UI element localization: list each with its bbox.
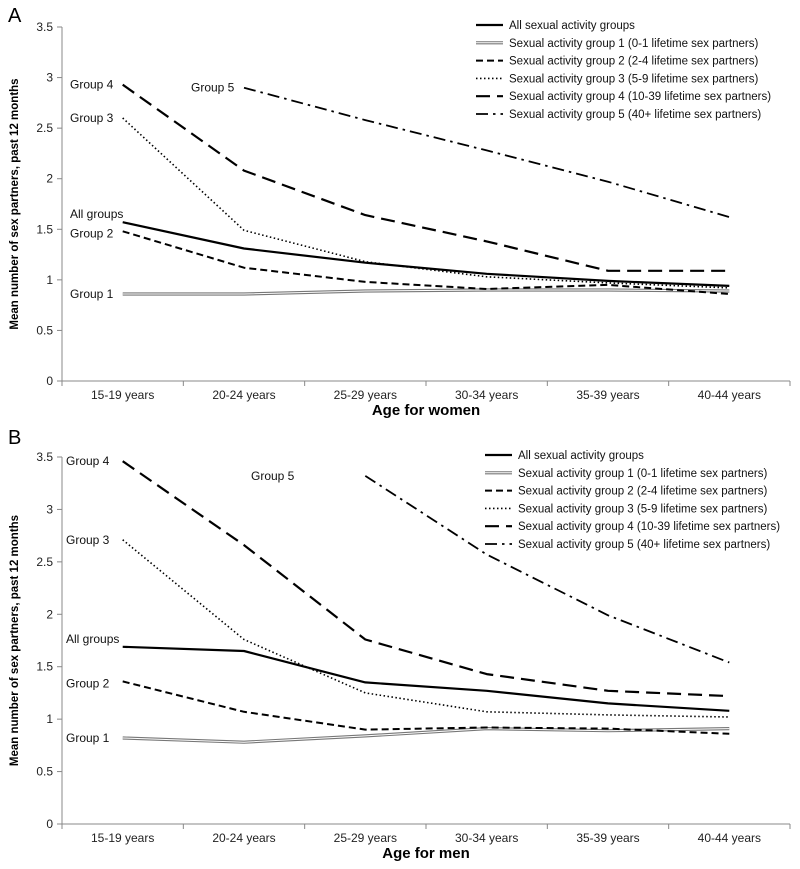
annotation-group: Group 1	[70, 287, 114, 301]
series-line-4	[122, 83, 730, 272]
y-tick-label: 0.5	[36, 323, 53, 337]
x-tick-label: 35-39 years	[576, 388, 639, 402]
x-tick-label: 25-29 years	[334, 388, 397, 402]
annotation-group: Group 4	[70, 78, 114, 92]
series-line-2	[122, 680, 730, 735]
panel-letter: B	[8, 427, 21, 449]
legend-label: Sexual activity group 4 (10-39 lifetime …	[509, 91, 771, 103]
y-tick-label: 1.5	[36, 660, 53, 674]
annotation-group: Group 3	[66, 533, 110, 547]
panel-b: B 0 0.5 1 1.5 2 2.5 3 3.5 15-19 years 20-24 years 2…	[8, 427, 791, 862]
series-line-5	[364, 475, 730, 664]
y-tick-label: 3	[46, 502, 53, 516]
y-tick-label: 0	[46, 817, 53, 831]
panel-a: A 0 0.5 1 1.5 2 2.5 3 3.5 15-19 years 20-24 years 2…	[8, 5, 791, 419]
legend-label: Sexual activity group 5 (40+ lifetime se…	[509, 109, 761, 121]
y-tick-label: 2.5	[36, 555, 53, 569]
y-tick-label: 3.5	[36, 450, 53, 464]
y-tick-label: 0.5	[36, 765, 53, 779]
series-line-2	[122, 230, 730, 295]
annotation-group: Group 5	[251, 469, 295, 483]
x-axis-title: Age for men	[382, 845, 470, 862]
x-axis-title: Age for women	[372, 402, 480, 419]
series-line-0	[122, 645, 730, 712]
series-line-4	[122, 460, 730, 698]
x-tick-label: 40-44 years	[698, 831, 761, 845]
x-tick-label: 15-19 years	[91, 388, 154, 402]
y-axis-title: Mean number of sex partners, past 12 mon…	[9, 515, 21, 766]
series-line-5	[243, 86, 730, 218]
y-tick-label: 1	[46, 273, 53, 287]
y-tick-label: 0	[46, 374, 53, 388]
legend-label: Sexual activity group 4 (10-39 lifetime …	[518, 521, 780, 533]
legend-label: Sexual activity group 2 (2-4 lifetime se…	[509, 56, 758, 68]
y-tick-label: 3.5	[36, 20, 53, 34]
series-line-1	[122, 288, 730, 296]
series-line-1-inner	[122, 289, 730, 295]
x-tick-label: 20-24 years	[212, 831, 275, 845]
legend-label: All sexual activity groups	[509, 20, 635, 32]
x-tick-label: 20-24 years	[212, 388, 275, 402]
annotation-group: Group 4	[66, 454, 110, 468]
y-tick-label: 2	[46, 172, 53, 186]
legend-label: Sexual activity group 5 (40+ lifetime se…	[518, 539, 770, 551]
annotation-group: Group 2	[70, 226, 114, 240]
panel-letter: A	[8, 5, 22, 27]
annotation-all-groups: All groups	[66, 632, 119, 646]
legend-label: Sexual activity group 1 (0-1 lifetime se…	[509, 38, 758, 50]
x-tick-label: 35-39 years	[576, 831, 639, 845]
x-tick-label: 40-44 years	[698, 388, 761, 402]
legend-label: Sexual activity group 3 (5-9 lifetime se…	[518, 503, 767, 515]
annotation-group: Group 3	[70, 111, 114, 125]
x-tick-label: 15-19 years	[91, 831, 154, 845]
legend-label: Sexual activity group 3 (5-9 lifetime se…	[509, 73, 758, 85]
legend-label: Sexual activity group 1 (0-1 lifetime se…	[518, 468, 767, 480]
x-tick-label: 30-34 years	[455, 388, 518, 402]
series-line-0	[122, 221, 730, 287]
x-tick-label: 25-29 years	[334, 831, 397, 845]
annotation-all-groups: All groups	[70, 207, 123, 221]
y-axis-title: Mean number of sex partners, past 12 mon…	[9, 78, 21, 329]
annotation-group: Group 2	[66, 676, 110, 690]
series-line-3	[122, 117, 730, 289]
y-tick-label: 2.5	[36, 121, 53, 135]
annotation-group: Group 5	[191, 81, 235, 95]
legend-label: Sexual activity group 2 (2-4 lifetime se…	[518, 486, 767, 498]
y-tick-label: 3	[46, 71, 53, 85]
y-tick-label: 1	[46, 712, 53, 726]
annotation-group: Group 1	[66, 731, 110, 745]
y-tick-label: 2	[46, 607, 53, 621]
legend-label: All sexual activity groups	[518, 450, 644, 462]
y-tick-label: 1.5	[36, 222, 53, 236]
x-tick-label: 30-34 years	[455, 831, 518, 845]
series-line-3	[122, 539, 730, 718]
